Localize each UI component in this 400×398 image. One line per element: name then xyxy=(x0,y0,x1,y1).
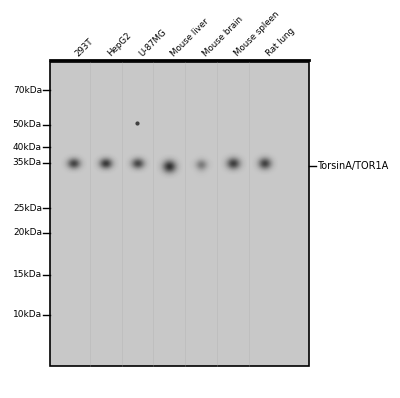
Text: 70kDa: 70kDa xyxy=(13,86,42,95)
Text: 25kDa: 25kDa xyxy=(13,204,42,213)
Text: 10kDa: 10kDa xyxy=(13,310,42,319)
Text: 20kDa: 20kDa xyxy=(13,228,42,238)
Text: 40kDa: 40kDa xyxy=(13,143,42,152)
Text: TorsinA/TOR1A: TorsinA/TOR1A xyxy=(317,162,388,172)
Text: U-87MG: U-87MG xyxy=(138,27,168,58)
Bar xyxy=(50,62,309,366)
Text: 50kDa: 50kDa xyxy=(13,120,42,129)
Text: Rat lung: Rat lung xyxy=(265,26,297,58)
Text: 35kDa: 35kDa xyxy=(13,158,42,167)
Text: 293T: 293T xyxy=(74,36,96,58)
Text: Mouse spleen: Mouse spleen xyxy=(233,10,282,58)
Text: HepG2: HepG2 xyxy=(106,31,133,58)
Text: Mouse brain: Mouse brain xyxy=(201,14,245,58)
Text: Mouse liver: Mouse liver xyxy=(169,16,211,58)
Text: 15kDa: 15kDa xyxy=(13,270,42,279)
